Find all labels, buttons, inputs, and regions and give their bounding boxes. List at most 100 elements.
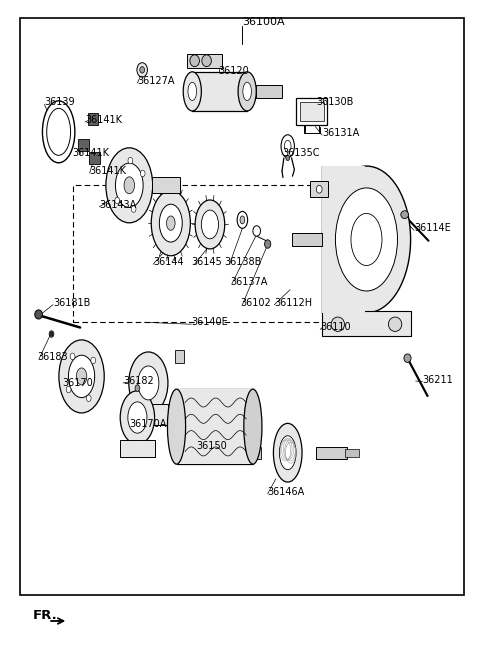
Bar [187,54,222,68]
Bar [78,139,89,151]
Ellipse shape [331,317,345,331]
Ellipse shape [190,55,199,67]
Ellipse shape [183,72,201,111]
Bar [249,447,261,458]
Text: 36170: 36170 [62,378,93,388]
Bar [296,98,327,125]
Text: 36137A: 36137A [230,277,268,287]
Text: 36131A: 36131A [322,128,360,138]
Ellipse shape [120,391,155,444]
Text: 36127A: 36127A [137,76,175,86]
Ellipse shape [201,210,218,239]
Ellipse shape [243,83,252,100]
Ellipse shape [281,135,294,158]
Ellipse shape [47,108,71,155]
Ellipse shape [135,385,140,392]
Bar [345,449,360,457]
Text: 36183: 36183 [37,352,68,362]
Ellipse shape [244,389,262,464]
Text: 36182: 36182 [123,376,154,386]
Ellipse shape [274,423,302,482]
Ellipse shape [66,386,71,393]
Bar [256,85,282,98]
Ellipse shape [140,67,144,73]
Text: 36110: 36110 [320,322,351,333]
Text: 36144: 36144 [153,257,184,267]
Text: 36139: 36139 [44,98,75,107]
Ellipse shape [140,170,145,177]
Text: 36170A: 36170A [129,419,167,429]
Ellipse shape [388,317,402,331]
Text: 36141K: 36141K [85,115,122,125]
Ellipse shape [131,206,136,212]
Text: FR.: FR. [33,609,57,622]
Ellipse shape [91,357,96,364]
Ellipse shape [151,191,191,255]
Text: 36120: 36120 [218,66,249,76]
Ellipse shape [106,148,153,223]
Ellipse shape [167,216,175,231]
Text: 36114E: 36114E [414,223,451,233]
Text: 36102: 36102 [240,298,271,308]
Ellipse shape [116,163,143,208]
Text: 36141K: 36141K [90,166,127,176]
Ellipse shape [284,140,291,152]
Bar [88,113,98,124]
Text: 36140E: 36140E [192,317,228,328]
Bar [177,389,253,464]
Ellipse shape [69,355,95,398]
Bar [192,72,247,111]
Ellipse shape [336,188,397,291]
Ellipse shape [86,395,91,402]
Text: 36150: 36150 [196,441,227,451]
Ellipse shape [70,353,75,360]
Ellipse shape [401,211,408,219]
Ellipse shape [76,368,87,385]
Bar [175,350,184,364]
Text: 36130B: 36130B [316,98,354,107]
Bar [322,166,365,313]
Ellipse shape [49,331,54,337]
Ellipse shape [50,332,53,336]
Ellipse shape [264,240,271,248]
Ellipse shape [188,83,197,100]
Text: 36112H: 36112H [275,298,312,308]
Ellipse shape [240,216,245,224]
Ellipse shape [351,214,382,265]
Bar [89,152,100,164]
Text: 36143A: 36143A [99,200,136,210]
Ellipse shape [115,197,120,204]
Text: 36145: 36145 [192,257,222,267]
Ellipse shape [316,185,322,193]
Text: 36135C: 36135C [282,148,320,158]
Text: 36100A: 36100A [242,17,285,28]
Ellipse shape [159,204,182,242]
Ellipse shape [238,72,256,111]
Text: 36146A: 36146A [268,487,305,497]
Ellipse shape [286,155,289,160]
Ellipse shape [128,157,133,164]
Bar [120,440,155,457]
Ellipse shape [129,352,168,414]
Text: 36141K: 36141K [72,148,109,158]
Bar [316,447,348,458]
Ellipse shape [237,212,248,229]
Bar [129,404,168,425]
Ellipse shape [323,166,410,313]
Ellipse shape [59,340,104,413]
Ellipse shape [168,389,186,464]
Bar [292,233,322,246]
Text: 36211: 36211 [422,375,453,384]
Ellipse shape [128,402,147,433]
Ellipse shape [35,310,42,319]
Ellipse shape [124,177,134,194]
Ellipse shape [279,436,296,470]
Text: 36181B: 36181B [53,298,90,308]
Ellipse shape [253,226,261,236]
Bar [300,102,324,121]
Ellipse shape [202,55,211,67]
Text: 36138B: 36138B [225,257,262,267]
Bar [152,178,180,193]
Bar [322,311,411,336]
Ellipse shape [404,354,411,362]
